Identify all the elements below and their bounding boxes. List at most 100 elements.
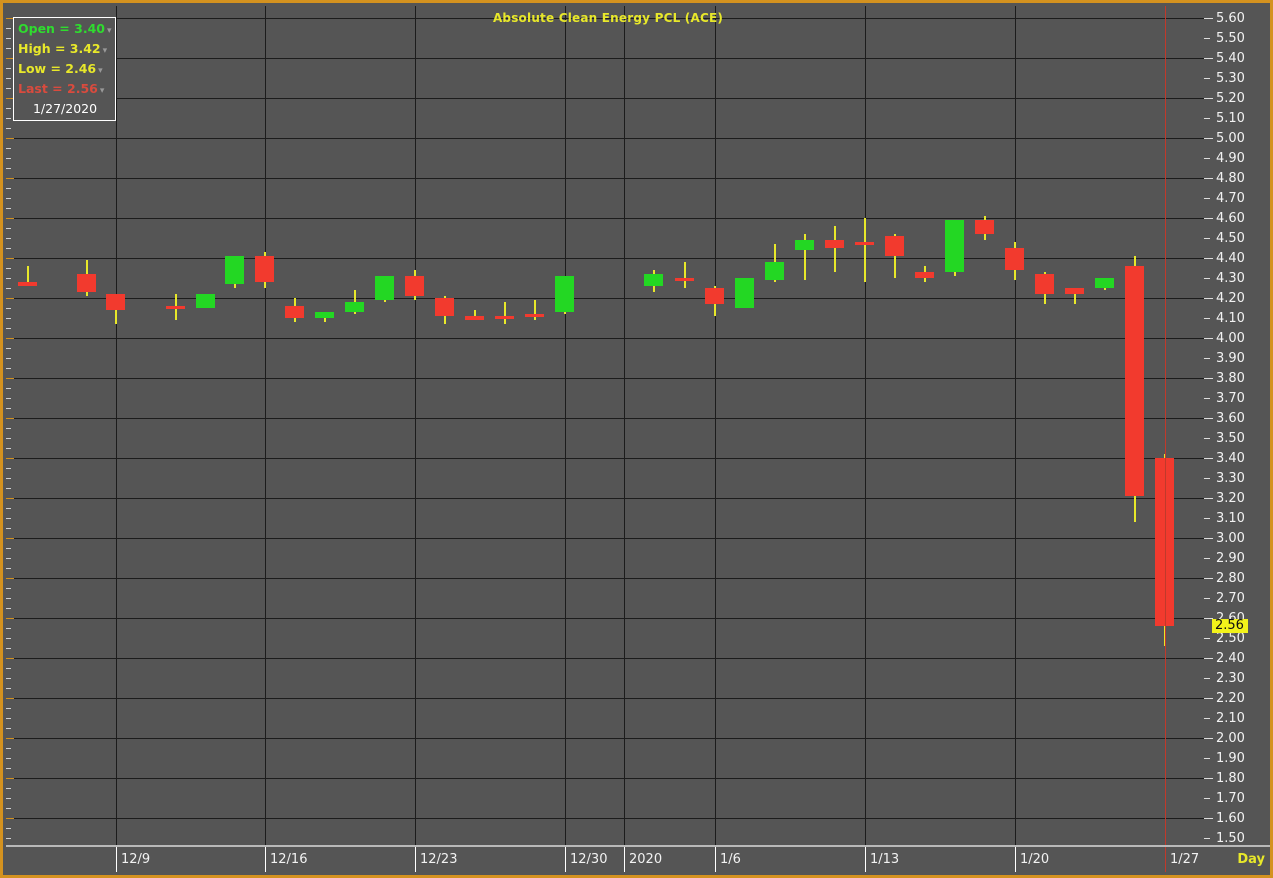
price-axis-label: 5.60 — [1216, 11, 1245, 26]
legend-last-value: Last = 2.56 — [18, 81, 98, 96]
axis-tick — [6, 598, 11, 599]
candle-body — [465, 316, 484, 320]
candle-wick — [534, 300, 536, 320]
candle-body — [166, 306, 185, 309]
axis-tick — [6, 548, 11, 549]
axis-tick — [6, 348, 11, 349]
grid-line-horizontal — [6, 58, 1210, 59]
date-axis[interactable]: 12/9 12/16 12/23 12/30 2020 1/6 1/13 1/20 1/27 D… — [6, 845, 1270, 872]
axis-tick — [6, 838, 11, 839]
candle-body — [555, 276, 574, 312]
axis-tick — [6, 218, 14, 219]
axis-tick — [6, 768, 11, 769]
candle-body — [915, 272, 934, 278]
axis-tick — [6, 698, 14, 699]
axis-tick — [6, 268, 11, 269]
axis-tick — [6, 388, 11, 389]
price-axis-tick — [1204, 518, 1210, 519]
axis-tick — [6, 148, 11, 149]
price-axis-tick — [1204, 98, 1213, 99]
caret-down-icon[interactable]: ▾ — [99, 86, 105, 96]
axis-tick — [6, 608, 11, 609]
price-axis-tick — [1204, 238, 1210, 239]
candle-body — [1125, 266, 1144, 496]
candle-body — [705, 288, 724, 304]
axis-tick — [6, 468, 11, 469]
price-axis-tick — [1204, 718, 1210, 719]
grid-line-vertical — [116, 6, 117, 851]
price-axis-label: 2.70 — [1216, 591, 1245, 606]
candle-body — [375, 276, 394, 300]
price-axis-label: 2.00 — [1216, 731, 1245, 746]
price-axis-tick — [1204, 378, 1213, 379]
axis-tick — [6, 58, 14, 59]
price-axis-tick — [1204, 558, 1210, 559]
grid-line-horizontal — [6, 298, 1210, 299]
price-axis[interactable]: 5.60 5.50 5.40 5.30 5.20 5.10 5.00 4.90 4.80 4.70… — [1204, 6, 1267, 851]
date-axis-separator — [1015, 847, 1016, 872]
price-axis-tick — [1204, 38, 1210, 39]
price-axis-label: 3.20 — [1216, 491, 1245, 506]
price-axis-tick — [1204, 738, 1213, 739]
price-axis-label: 5.30 — [1216, 71, 1245, 86]
price-axis-tick — [1204, 398, 1210, 399]
candle-wick — [684, 262, 686, 288]
price-axis-tick — [1204, 278, 1210, 279]
candle-body — [855, 242, 874, 245]
grid-line-horizontal — [6, 418, 1210, 419]
axis-tick — [6, 378, 14, 379]
axis-tick — [6, 588, 11, 589]
price-axis-tick — [1204, 178, 1213, 179]
chart-plot-area[interactable]: Absolute Clean Energy PCL (ACE) — [6, 6, 1210, 851]
grid-line-vertical — [865, 6, 866, 851]
price-axis-tick — [1204, 118, 1210, 119]
axis-tick — [6, 648, 11, 649]
grid-line-horizontal — [6, 138, 1210, 139]
price-axis-label: 4.70 — [1216, 191, 1245, 206]
caret-down-icon[interactable]: ▾ — [98, 66, 103, 76]
legend-high-value: High = 3.42 — [18, 41, 101, 56]
price-axis-label: 3.60 — [1216, 411, 1245, 426]
grid-line-vertical — [715, 6, 716, 851]
candle-body — [735, 278, 754, 308]
axis-tick — [6, 88, 11, 89]
axis-tick — [6, 728, 11, 729]
price-axis-tick — [1204, 598, 1210, 599]
price-axis-label: 5.20 — [1216, 91, 1245, 106]
price-axis-tick — [1204, 218, 1213, 219]
axis-tick — [6, 188, 11, 189]
price-axis-tick — [1204, 298, 1213, 299]
caret-down-icon[interactable]: ▾ — [106, 26, 112, 36]
axis-tick — [6, 718, 11, 719]
candle-wick — [864, 218, 866, 282]
chart-title: Absolute Clean Energy PCL (ACE) — [492, 11, 724, 25]
grid-line-horizontal — [6, 178, 1210, 179]
axis-tick — [6, 528, 11, 529]
caret-down-icon[interactable]: ▾ — [102, 46, 108, 56]
candle-body — [495, 316, 514, 319]
axis-tick — [6, 678, 11, 679]
grid-line-horizontal — [6, 378, 1210, 379]
axis-tick — [6, 238, 11, 239]
price-axis-label: 2.90 — [1216, 551, 1245, 566]
price-axis-tick — [1204, 58, 1213, 59]
price-axis-label: 5.10 — [1216, 111, 1245, 126]
axis-tick — [6, 498, 14, 499]
grid-line-vertical — [265, 6, 266, 851]
price-axis-label: 4.30 — [1216, 271, 1245, 286]
legend-low-value: Low = 2.46 — [18, 61, 97, 76]
ohlc-legend[interactable]: Open = 3.40 ▾ High = 3.42 ▾ Low = 2.46 ▾ La… — [13, 17, 116, 121]
price-axis-label: 4.90 — [1216, 151, 1245, 166]
axis-tick — [6, 638, 11, 639]
candle-body — [435, 298, 454, 316]
price-axis-label: 1.80 — [1216, 771, 1245, 786]
candle-body — [1155, 458, 1174, 626]
axis-tick — [6, 478, 11, 479]
price-axis-label: 2.20 — [1216, 691, 1245, 706]
price-axis-label: 4.50 — [1216, 231, 1245, 246]
grid-line-horizontal — [6, 778, 1210, 779]
axis-tick — [6, 108, 11, 109]
grid-line-horizontal — [6, 458, 1210, 459]
price-axis-tick — [1204, 838, 1210, 839]
axis-tick — [6, 668, 11, 669]
